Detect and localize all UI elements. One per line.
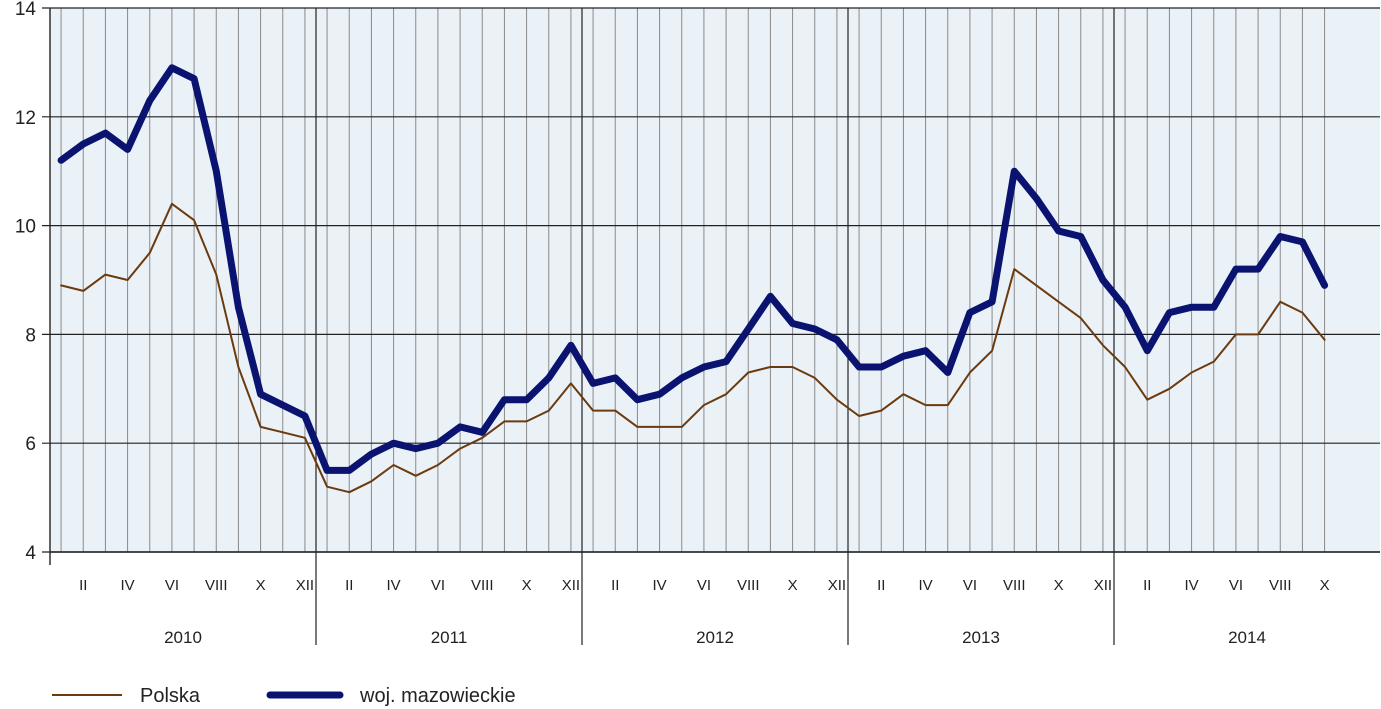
month-tick-label: II bbox=[1143, 577, 1151, 594]
month-tick-label: IV bbox=[120, 577, 134, 594]
series-line-polska bbox=[60, 202, 1326, 494]
month-tick-label: X bbox=[1054, 577, 1064, 594]
y-tick-label: 4 bbox=[25, 543, 36, 564]
month-tick-label: IV bbox=[1184, 577, 1198, 594]
month-tick-label: II bbox=[79, 577, 87, 594]
month-tick-label: XII bbox=[1094, 577, 1112, 594]
month-tick-label: II bbox=[877, 577, 885, 594]
month-tick-label: VI bbox=[963, 577, 977, 594]
year-label: 2010 bbox=[164, 628, 202, 647]
month-tick-label: VI bbox=[165, 577, 179, 594]
y-tick-label: 14 bbox=[15, 0, 37, 20]
month-tick-label: X bbox=[1320, 577, 1330, 594]
month-tick-label: II bbox=[611, 577, 619, 594]
legend-label-polska: Polska bbox=[140, 685, 201, 707]
month-tick-label: II bbox=[345, 577, 353, 594]
month-tick-label: X bbox=[256, 577, 266, 594]
month-tick-label: X bbox=[522, 577, 532, 594]
y-tick-label: 6 bbox=[25, 434, 36, 455]
y-tick-label: 8 bbox=[25, 325, 36, 346]
grid bbox=[42, 7, 1380, 645]
month-tick-label: VIII bbox=[1269, 577, 1292, 594]
month-tick-label: X bbox=[788, 577, 798, 594]
month-tick-label: VI bbox=[431, 577, 445, 594]
year-label: 2014 bbox=[1228, 628, 1266, 647]
plot-area bbox=[50, 8, 1380, 552]
month-tick-label: XII bbox=[562, 577, 580, 594]
month-tick-label: VIII bbox=[471, 577, 494, 594]
month-tick-label: VIII bbox=[205, 577, 228, 594]
month-tick-label: VIII bbox=[1003, 577, 1026, 594]
legend-label-mazowieckie: woj. mazowieckie bbox=[359, 685, 516, 707]
series-line-mazowieckie bbox=[57, 64, 1329, 474]
month-tick-label: IV bbox=[652, 577, 666, 594]
month-tick-label: XII bbox=[296, 577, 314, 594]
year-label: 2012 bbox=[696, 628, 734, 647]
year-label: 2011 bbox=[431, 628, 468, 647]
year-label: 2013 bbox=[962, 628, 1000, 647]
y-tick-label: 10 bbox=[15, 217, 36, 238]
series-lines bbox=[57, 64, 1329, 494]
legend: Polska woj. mazowieckie bbox=[52, 685, 516, 707]
month-tick-label: VI bbox=[1229, 577, 1243, 594]
month-tick-label: IV bbox=[386, 577, 400, 594]
month-tick-label: VIII bbox=[737, 577, 760, 594]
month-tick-label: XII bbox=[828, 577, 846, 594]
month-tick-label: VI bbox=[697, 577, 711, 594]
month-tick-label: IV bbox=[918, 577, 932, 594]
y-tick-label: 12 bbox=[15, 108, 36, 129]
